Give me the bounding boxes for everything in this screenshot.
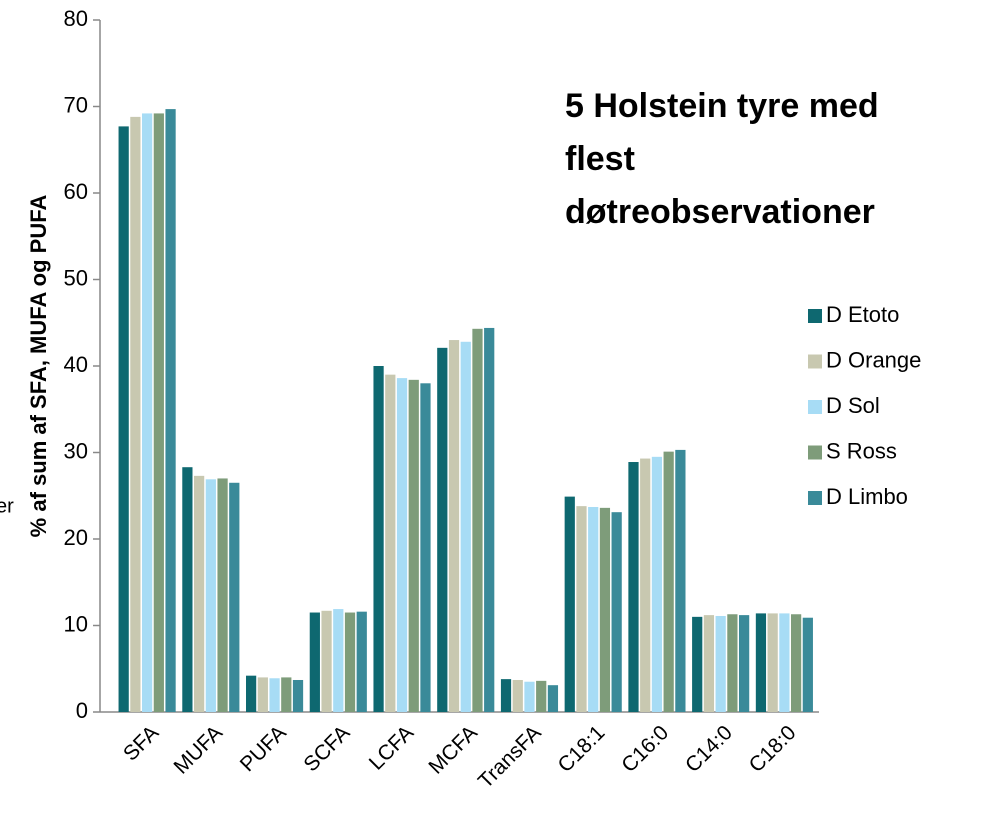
bar: [229, 482, 240, 712]
side-note: er: [0, 495, 14, 517]
bar: [692, 616, 703, 712]
bar: [205, 479, 216, 712]
bar: [448, 340, 460, 712]
bar: [182, 467, 193, 712]
bar: [269, 678, 280, 712]
bar: [727, 614, 738, 712]
bar: [500, 679, 512, 712]
bar: [802, 617, 813, 712]
bar: [373, 366, 384, 712]
x-tick-label: PUFA: [236, 721, 291, 776]
bar: [484, 327, 495, 712]
legend-label: D Sol: [826, 393, 880, 418]
bar: [675, 449, 686, 712]
x-tick-label: LCFA: [365, 721, 418, 774]
chart-title: 5 Holstein tyre med: [565, 87, 879, 125]
bar: [142, 113, 153, 713]
bar: [715, 615, 726, 712]
bar: [663, 451, 674, 712]
bar: [564, 496, 575, 712]
x-tick-label: MUFA: [170, 721, 228, 779]
legend-label: D Limbo: [826, 484, 908, 509]
bar: [292, 679, 304, 712]
legend-swatch: [808, 400, 822, 414]
bar: [547, 685, 559, 712]
bar: [651, 456, 663, 712]
bar: [599, 507, 611, 712]
legend-label: S Ross: [826, 438, 897, 463]
y-axis-label: % af sum af SFA, MUFA og PUFA: [26, 195, 51, 538]
chart-title: flest: [565, 140, 635, 178]
x-tick-label: C18:0: [745, 721, 801, 777]
y-tick-label: 40: [64, 352, 88, 377]
x-tick-label: TransFA: [474, 721, 546, 793]
x-tick-label: C18:1: [554, 721, 610, 777]
bar: [153, 113, 164, 713]
bar: [738, 615, 750, 712]
bar: [344, 612, 356, 712]
y-tick-label: 10: [64, 611, 88, 636]
bar: [460, 341, 471, 712]
legend-label: D Orange: [826, 347, 921, 372]
bar: [588, 506, 599, 712]
bar: [420, 383, 431, 712]
bar: [611, 512, 622, 712]
bar: [536, 680, 547, 712]
legend-swatch: [808, 354, 822, 369]
bar: [356, 611, 367, 712]
bar: [217, 478, 228, 712]
legend-swatch: [808, 309, 822, 323]
y-tick-label: 50: [64, 265, 88, 290]
y-tick-label: 20: [64, 525, 88, 550]
y-tick-label: 60: [64, 179, 88, 204]
legend-label: D Etoto: [826, 302, 899, 327]
bar: [755, 613, 767, 712]
bar: [396, 378, 408, 712]
bar: [524, 681, 535, 712]
bar: [257, 677, 268, 712]
legend-swatch: [808, 491, 822, 505]
x-tick-label: SCFA: [299, 721, 354, 776]
y-tick-label: 30: [64, 438, 88, 463]
bar: [640, 458, 651, 712]
bar: [779, 613, 790, 712]
bar: [321, 610, 332, 712]
bar: [165, 109, 176, 713]
bar: [512, 679, 523, 712]
x-tick-label: MCFA: [424, 721, 482, 779]
y-tick-label: 0: [76, 698, 88, 723]
bar: [437, 347, 448, 712]
bar: [790, 614, 802, 712]
bar: [246, 675, 257, 712]
bar: [408, 379, 419, 712]
x-tick-label: C14:0: [681, 721, 737, 777]
bar: [472, 328, 483, 712]
bar: [281, 677, 292, 712]
bar: [309, 612, 320, 712]
x-tick-label: C16:0: [617, 721, 673, 777]
bar: [576, 506, 587, 712]
legend-swatch: [808, 445, 822, 460]
bar: [333, 609, 344, 712]
bar: [628, 462, 639, 712]
bar: [385, 374, 396, 712]
bar: [767, 613, 778, 712]
bar: [194, 475, 205, 712]
bar: [118, 126, 129, 712]
bar: [130, 116, 141, 712]
bar: [703, 615, 715, 712]
y-tick-label: 80: [64, 6, 88, 31]
x-tick-label: SFA: [119, 721, 163, 765]
chart-title: døtreobservationer: [565, 193, 875, 231]
y-tick-label: 70: [64, 92, 88, 117]
